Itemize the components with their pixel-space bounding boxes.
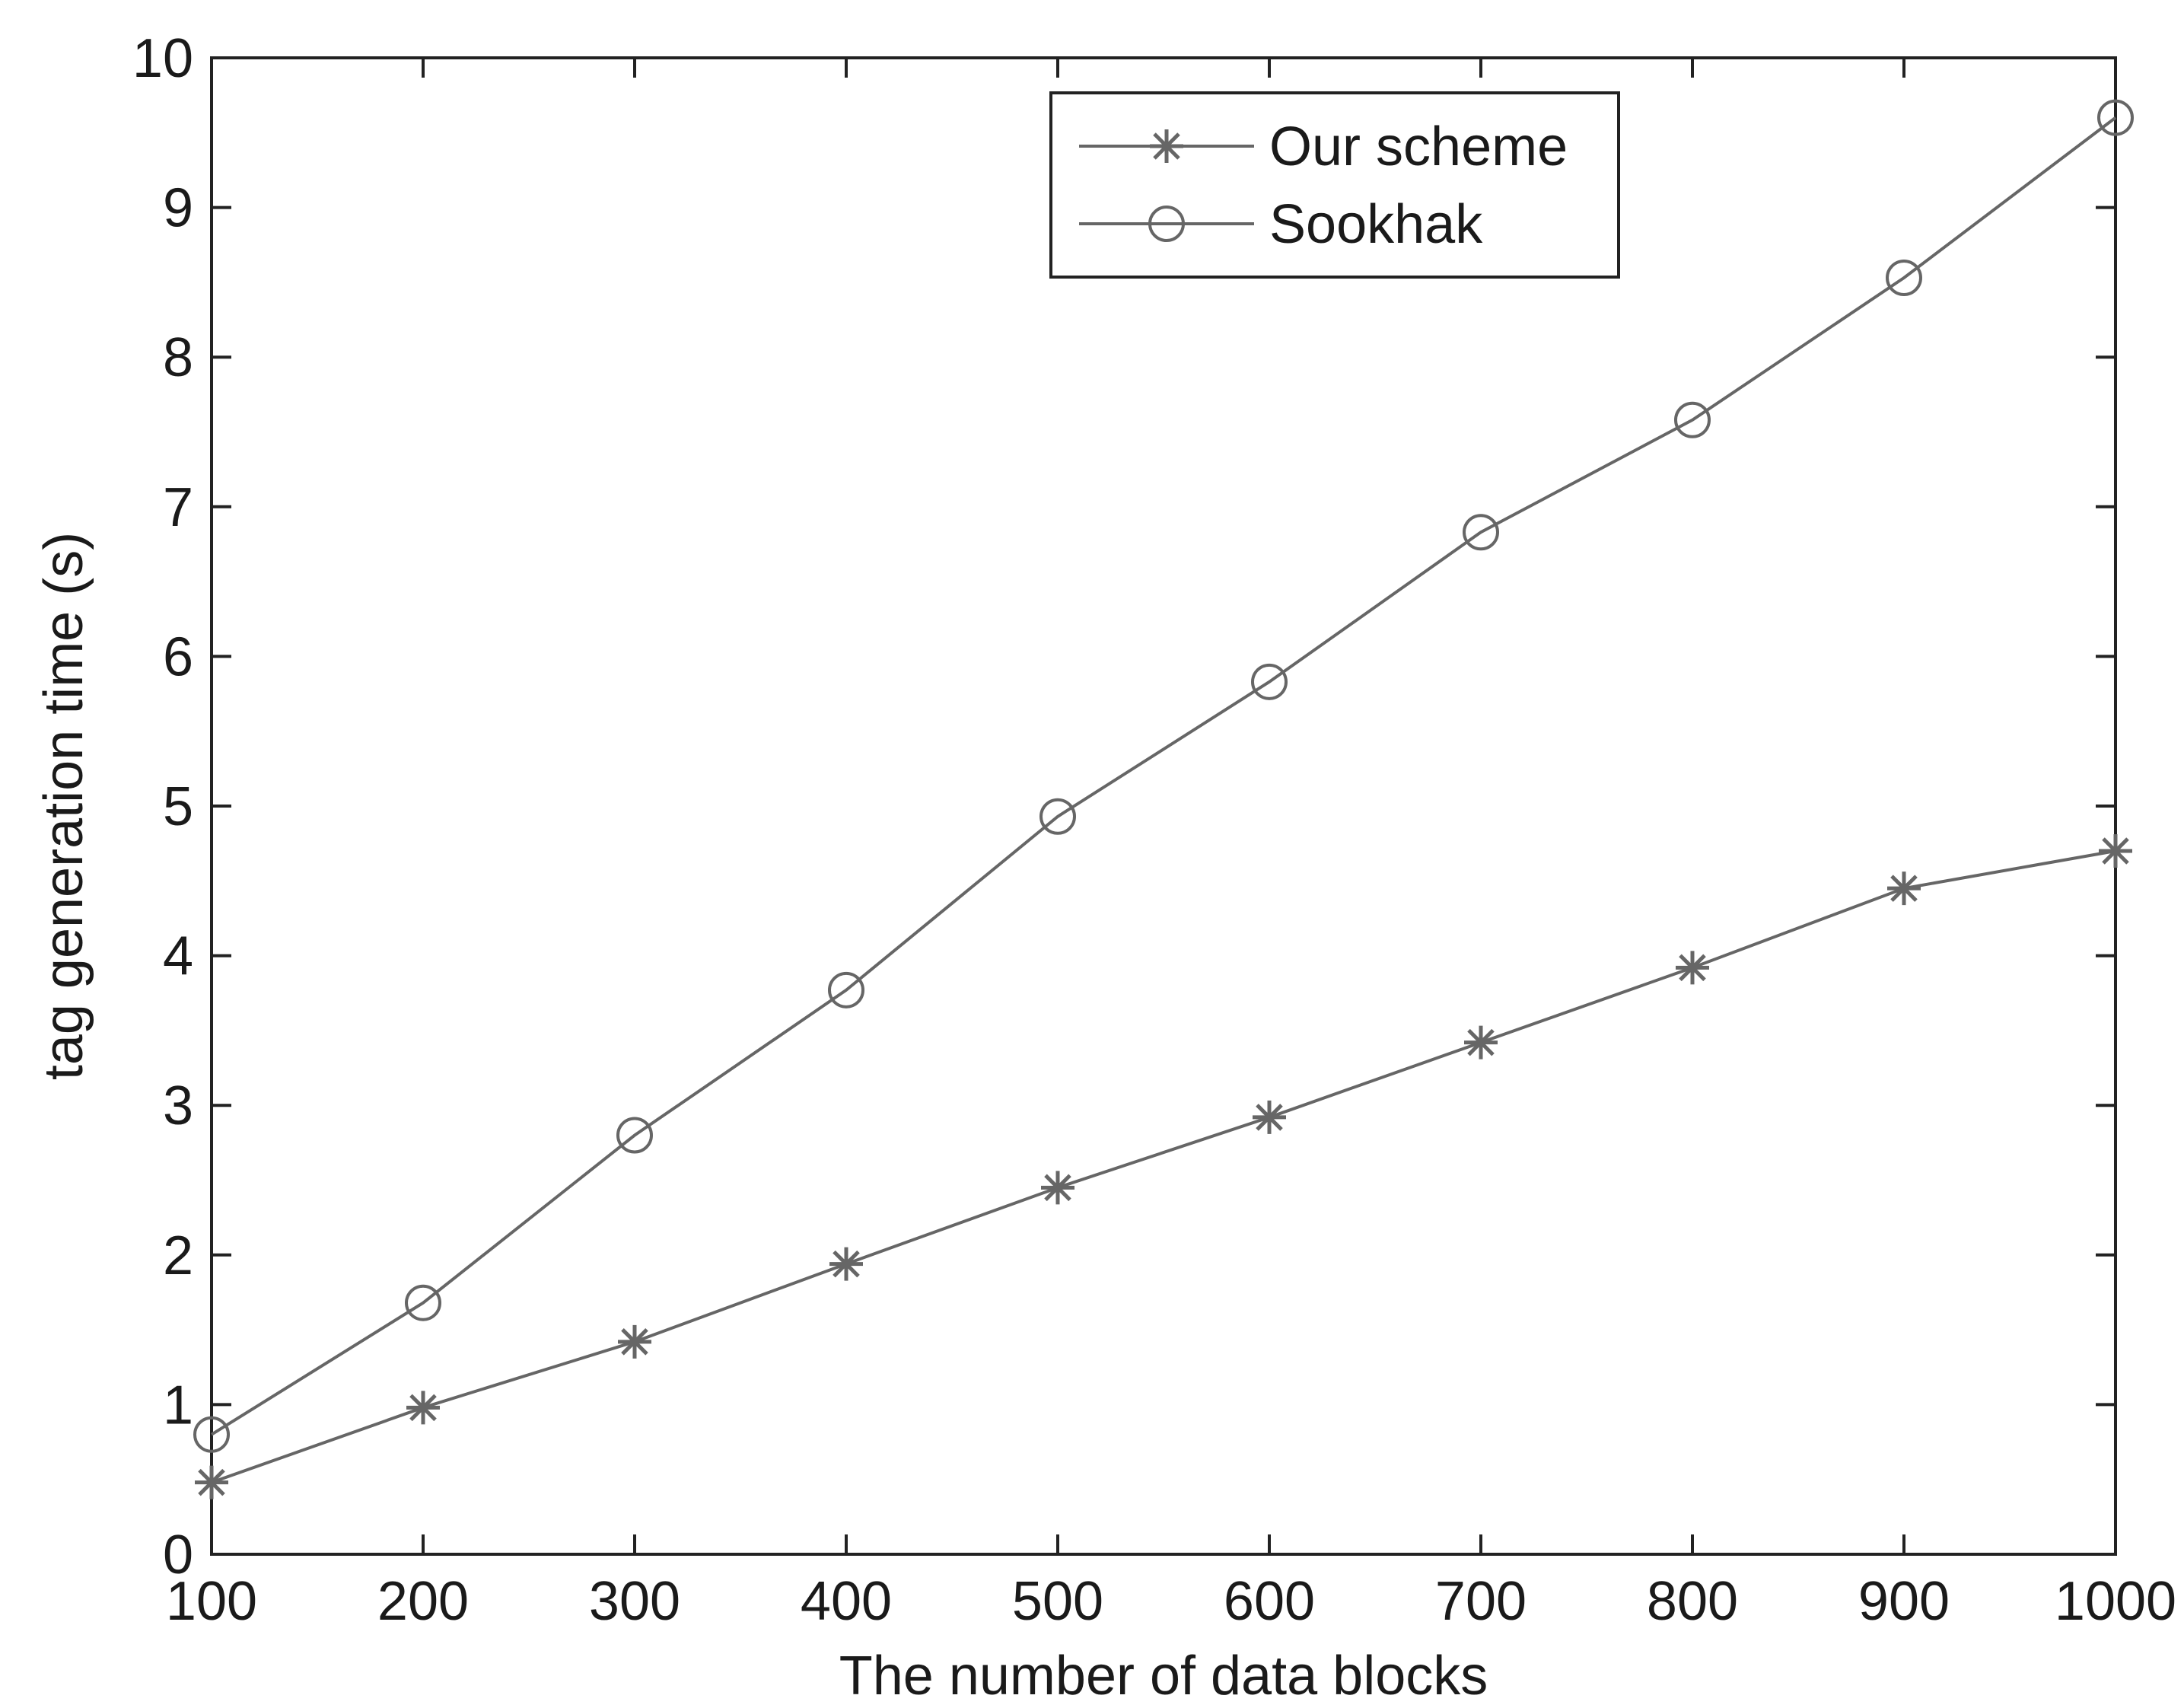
- series-line: [210, 116, 2117, 1436]
- data-point: [405, 1284, 441, 1321]
- legend-label: Our scheme: [1269, 116, 1568, 177]
- data-point: [1674, 401, 1711, 438]
- series-lines: [210, 116, 2117, 1484]
- x-tick-label: 200: [377, 1571, 469, 1632]
- series-markers: [193, 99, 2134, 1499]
- y-tick-label: 9: [163, 178, 193, 239]
- legend-items: Our scheme Sookhak: [1079, 116, 1568, 255]
- data-point: [618, 1324, 651, 1359]
- y-tick-label: 7: [163, 477, 193, 538]
- x-tick-label: 100: [166, 1571, 257, 1632]
- x-tick-label: 800: [1647, 1571, 1738, 1632]
- y-tick-label: 1: [163, 1375, 193, 1436]
- series-line: [211, 849, 2116, 1484]
- data-point: [829, 1247, 863, 1281]
- legend: Our scheme Sookhak: [1049, 91, 1620, 279]
- data-point: [1253, 1100, 1286, 1134]
- y-tick-label: 4: [163, 926, 193, 987]
- x-tick-label: 400: [801, 1571, 892, 1632]
- data-point: [1039, 798, 1076, 835]
- y-tick-label: 10: [132, 28, 193, 89]
- x-tick-label: 700: [1435, 1571, 1527, 1632]
- legend-marker: [1150, 129, 1183, 163]
- y-tick-label: 0: [163, 1525, 193, 1585]
- x-tick-label: 1000: [2055, 1571, 2176, 1632]
- plot-area: [210, 56, 2117, 1556]
- data-point: [1887, 872, 1921, 906]
- legend-label: Sookhak: [1269, 194, 1483, 255]
- data-point: [616, 1117, 653, 1154]
- y-tick-label: 5: [163, 776, 193, 837]
- y-axis-title: tag generation time (s): [33, 532, 94, 1080]
- data-point: [828, 971, 864, 1009]
- data-point: [1676, 951, 1709, 985]
- legend-marker: [1148, 206, 1185, 242]
- x-tick-label: 900: [1858, 1571, 1950, 1632]
- y-tick-label: 6: [163, 626, 193, 687]
- data-point: [1041, 1171, 1074, 1205]
- legend-box: [1049, 91, 1620, 279]
- x-axis-title: The number of data blocks: [839, 1646, 1488, 1706]
- x-tick-label: 300: [589, 1571, 680, 1632]
- data-point: [1463, 514, 1499, 551]
- axis-tick-labels: 100 200 300 400 500 600 700 800 900 1000 0 1 2 3 4 5 6 7 8…: [132, 28, 2176, 1632]
- data-point: [193, 1416, 230, 1453]
- data-point: [406, 1391, 440, 1425]
- data-point: [1251, 663, 1288, 700]
- y-tick-label: 3: [163, 1075, 193, 1136]
- data-point: [1464, 1025, 1498, 1060]
- data-point: [1886, 260, 1922, 297]
- data-point: [2099, 833, 2132, 868]
- y-tick-label: 8: [163, 327, 193, 388]
- axis-ticks: [210, 56, 2117, 1556]
- data-point: [195, 1465, 228, 1499]
- data-point: [2097, 99, 2134, 136]
- x-tick-label: 500: [1012, 1571, 1103, 1632]
- x-tick-label: 600: [1224, 1571, 1315, 1632]
- y-tick-label: 2: [163, 1225, 193, 1286]
